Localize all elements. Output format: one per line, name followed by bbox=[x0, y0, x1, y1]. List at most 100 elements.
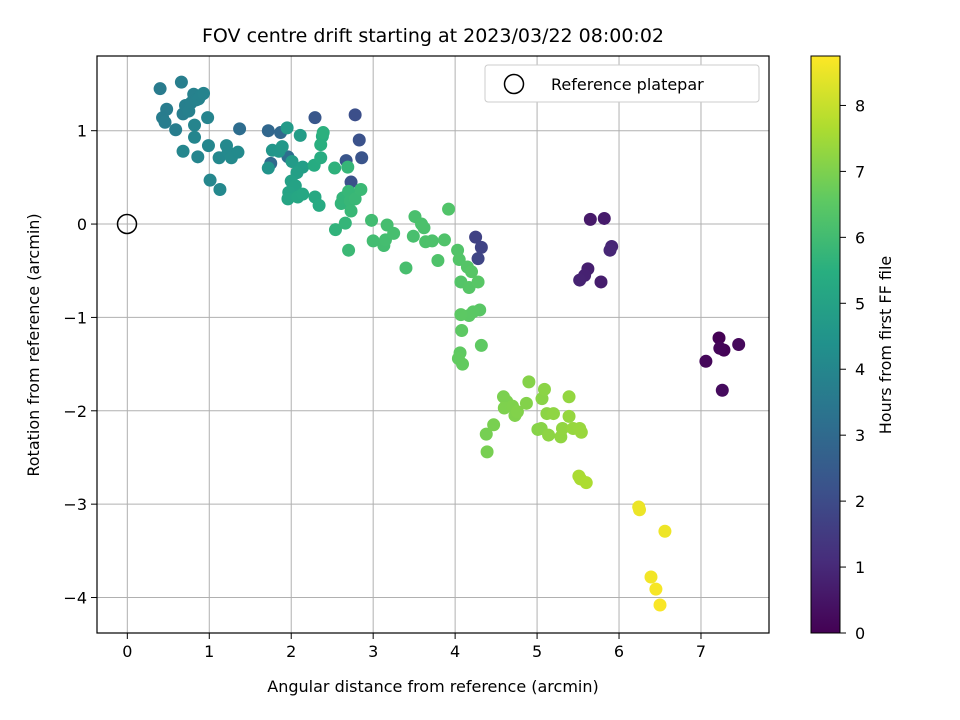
colorbar-tick-label: 2 bbox=[855, 492, 865, 511]
data-point bbox=[365, 213, 379, 227]
data-point bbox=[474, 240, 488, 254]
data-point bbox=[201, 111, 215, 125]
data-point bbox=[406, 229, 420, 243]
data-point bbox=[583, 212, 597, 226]
colorbar-tick-label: 8 bbox=[855, 96, 865, 115]
data-point bbox=[316, 126, 330, 140]
x-tick-label: 2 bbox=[286, 642, 296, 661]
data-point bbox=[715, 383, 729, 397]
data-point bbox=[275, 140, 289, 154]
plot-frame bbox=[96, 55, 770, 634]
colorbar-tick-label: 7 bbox=[855, 162, 865, 181]
data-point bbox=[542, 428, 556, 442]
data-point bbox=[312, 198, 326, 212]
data-point bbox=[713, 341, 727, 355]
data-point bbox=[188, 130, 202, 144]
x-tick-label: 5 bbox=[532, 642, 542, 661]
data-point bbox=[644, 570, 658, 584]
data-point bbox=[452, 253, 466, 267]
data-point bbox=[342, 243, 356, 257]
colorbar-tick-label: 0 bbox=[855, 624, 865, 643]
colorbar-tick-label: 4 bbox=[855, 360, 865, 379]
data-point bbox=[169, 123, 183, 137]
data-point bbox=[348, 108, 362, 122]
data-point bbox=[653, 598, 667, 612]
data-point bbox=[442, 202, 456, 216]
data-point bbox=[633, 503, 647, 517]
data-point bbox=[594, 275, 608, 289]
data-point bbox=[281, 192, 295, 206]
data-point bbox=[425, 234, 439, 248]
data-point bbox=[328, 223, 342, 237]
legend-marker bbox=[503, 73, 525, 95]
y-tick-label: −3 bbox=[63, 495, 87, 514]
colorbar-tick-label: 1 bbox=[855, 558, 865, 577]
data-point bbox=[233, 122, 247, 136]
colorbar-ticks: 0 1 2 3 4 5 6 7 8 bbox=[840, 96, 865, 643]
data-point bbox=[188, 118, 202, 132]
data-point bbox=[296, 187, 310, 201]
data-point bbox=[455, 323, 469, 337]
colorbar-tick-label: 5 bbox=[855, 294, 865, 313]
data-point bbox=[314, 151, 328, 165]
x-tick-label: 7 bbox=[696, 642, 706, 661]
colorbar-label: Hours from first FF file bbox=[876, 256, 895, 435]
data-point bbox=[574, 425, 588, 439]
x-axis-label: Angular distance from reference (arcmin) bbox=[267, 677, 598, 696]
data-point bbox=[285, 155, 299, 169]
data-point bbox=[456, 357, 470, 371]
x-tick-label: 0 bbox=[122, 642, 132, 661]
data-point bbox=[197, 86, 211, 100]
data-point bbox=[454, 308, 468, 322]
data-point bbox=[471, 275, 485, 289]
data-point bbox=[579, 476, 593, 490]
data-point bbox=[562, 409, 576, 423]
x-tick-label: 1 bbox=[204, 642, 214, 661]
colorbar: 0 1 2 3 4 5 6 7 8 Hours from first FF file bbox=[810, 55, 895, 643]
data-point bbox=[471, 252, 485, 266]
x-axis-ticks: 0 1 2 3 4 5 6 7 bbox=[122, 633, 706, 661]
x-tick-label: 6 bbox=[614, 642, 624, 661]
legend-box bbox=[484, 64, 760, 103]
data-point bbox=[480, 445, 494, 459]
data-point bbox=[399, 261, 413, 275]
data-point bbox=[354, 183, 368, 197]
data-point bbox=[387, 226, 401, 240]
y-tick-label: −2 bbox=[63, 402, 87, 421]
data-point bbox=[153, 82, 167, 96]
data-point bbox=[431, 253, 445, 267]
data-point bbox=[261, 161, 275, 175]
y-axis-label: Rotation from reference (arcmin) bbox=[24, 213, 43, 476]
grid bbox=[97, 56, 769, 633]
data-point bbox=[474, 338, 488, 352]
colorbar-tick-label: 3 bbox=[855, 426, 865, 445]
data-point bbox=[338, 216, 352, 230]
data-point bbox=[348, 192, 362, 206]
data-point bbox=[341, 160, 355, 174]
data-point bbox=[308, 111, 322, 125]
data-point bbox=[658, 524, 672, 538]
reference-platepar-marker bbox=[116, 213, 138, 235]
x-tick-label: 4 bbox=[450, 642, 460, 661]
data-point bbox=[213, 183, 227, 197]
data-point bbox=[203, 173, 217, 187]
y-axis-ticks: −4 −3 −2 −1 0 1 bbox=[63, 122, 97, 608]
data-point bbox=[649, 582, 663, 596]
data-point bbox=[603, 243, 617, 257]
data-point bbox=[280, 121, 294, 135]
data-point bbox=[158, 115, 172, 129]
data-point bbox=[546, 407, 560, 421]
data-point bbox=[314, 138, 328, 152]
data-point bbox=[555, 422, 569, 436]
data-point bbox=[174, 75, 188, 89]
data-point bbox=[417, 221, 431, 235]
data-point bbox=[176, 144, 190, 158]
data-point bbox=[355, 151, 369, 165]
data-point bbox=[562, 390, 576, 404]
data-point bbox=[732, 338, 746, 351]
data-points bbox=[153, 75, 746, 612]
data-point bbox=[366, 234, 380, 248]
data-point bbox=[293, 128, 307, 142]
data-point bbox=[510, 405, 524, 419]
y-tick-label: 0 bbox=[77, 215, 87, 234]
